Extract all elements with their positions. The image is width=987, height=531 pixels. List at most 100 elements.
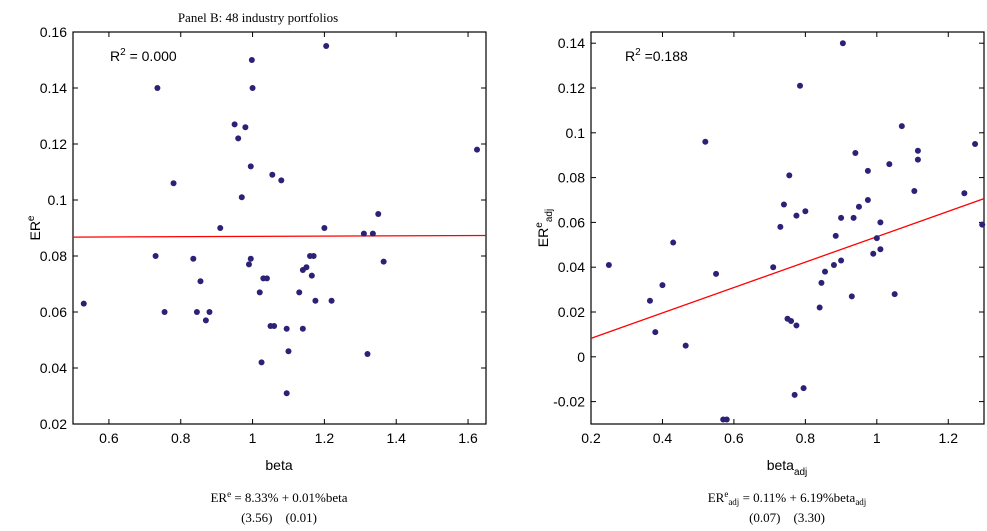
scatter-point	[283, 325, 290, 332]
scatter-point	[193, 309, 200, 315]
y-tick-label: 0.14	[558, 35, 585, 51]
scatter-point	[886, 161, 893, 168]
left-r2-label: R2 = 0.000	[110, 47, 177, 64]
y-tick-label: 0.08	[40, 248, 67, 264]
scatter-point	[786, 172, 793, 179]
y-tick-label: 0.1	[48, 192, 68, 208]
x-tick-label: 0.2	[581, 430, 601, 446]
scatter-point	[375, 211, 382, 217]
scatter-point	[190, 255, 197, 262]
x-tick-label: 0.8	[796, 430, 816, 446]
y-tick-label: 0.14	[40, 80, 67, 96]
scatter-point	[258, 359, 265, 366]
scatter-point	[670, 239, 677, 246]
scatter-point	[873, 235, 880, 242]
scatter-point	[278, 177, 285, 184]
scatter-point	[217, 225, 224, 231]
scatter-point	[197, 278, 204, 285]
scatter-point	[816, 304, 823, 311]
scatter-point	[838, 257, 845, 264]
left-fit-line	[72, 234, 487, 238]
scatter-point	[80, 300, 87, 307]
scatter-point	[256, 289, 263, 296]
scatter-point	[312, 297, 319, 304]
scatter-point	[238, 194, 245, 201]
scatter-point	[321, 225, 328, 231]
scatter-point	[713, 270, 720, 277]
y-tick-label: 0.04	[558, 259, 585, 275]
scatter-point	[652, 329, 659, 336]
right-fit-line	[590, 198, 985, 339]
y-tick-label: 0.12	[558, 80, 585, 96]
scatter-point	[328, 297, 335, 304]
scatter-point	[283, 390, 290, 397]
scatter-point	[877, 246, 884, 253]
scatter-point	[369, 230, 376, 237]
left-t-statistics: (3.56) (0.01)	[241, 510, 317, 525]
y-tick-label: 0.16	[40, 24, 67, 40]
left-y-axis-label: ERe	[26, 215, 43, 240]
scatter-point	[242, 124, 249, 131]
right-regression-equation: EReadj = 0.11% + 6.19%betaadj	[708, 489, 867, 507]
left-scatter-panel: 0.6 0.8 1 1.2 1.4 1.6 0.02 0.04 0.06 0.08 0.1 0.12 0…	[26, 24, 487, 525]
scatter-point	[247, 255, 254, 262]
scatter-point	[797, 82, 804, 89]
right-r2-label: R2 =0.188	[625, 47, 688, 64]
scatter-point	[822, 268, 829, 275]
scatter-point	[249, 85, 256, 91]
left-axis-ticks: 0.6 0.8 1 1.2 1.4 1.6 0.02 0.04 0.06 0.08 0.1 0.12 0…	[40, 24, 486, 446]
scatter-point	[231, 121, 238, 128]
scatter-point	[303, 264, 310, 271]
scatter-point	[299, 325, 306, 332]
scatter-point	[263, 275, 270, 282]
x-tick-label: 0.4	[653, 430, 673, 446]
scatter-point	[898, 123, 905, 130]
figure-title: Panel B: 48 industry portfolios	[178, 10, 338, 25]
x-tick-label: 1	[249, 430, 257, 446]
scatter-point	[850, 214, 857, 221]
scatter-point	[247, 163, 254, 170]
y-tick-label: 0.02	[40, 416, 67, 432]
scatter-point	[380, 258, 387, 265]
scatter-point	[793, 212, 800, 219]
x-tick-label: 0.6	[724, 430, 744, 446]
x-tick-label: 1.6	[458, 430, 478, 446]
scatter-point	[308, 272, 315, 279]
scatter-point	[682, 342, 689, 349]
scatter-point	[852, 149, 859, 156]
scatter-point	[793, 322, 800, 329]
scatter-point	[972, 141, 979, 147]
right-t-statistics: (0.07) (3.30)	[749, 510, 825, 525]
left-x-axis-label: beta	[265, 457, 292, 473]
scatter-point	[605, 261, 612, 268]
y-tick-label: 0	[577, 349, 585, 365]
left-scatter-points	[80, 43, 481, 397]
x-tick-label: 1.4	[386, 430, 406, 446]
right-plot-frame	[590, 31, 985, 425]
scatter-point	[777, 223, 784, 230]
scatter-point	[248, 57, 255, 63]
scatter-point	[310, 253, 317, 259]
scatter-point	[152, 253, 159, 259]
right-y-axis-label: EReadj	[534, 209, 555, 247]
scatter-point	[870, 250, 877, 257]
scatter-point	[877, 219, 884, 226]
scatter-point	[723, 416, 730, 423]
scatter-point	[914, 156, 921, 163]
y-tick-label: 0.12	[40, 136, 67, 152]
scatter-point	[838, 214, 845, 221]
scatter-point	[802, 208, 809, 215]
scatter-point	[830, 261, 837, 268]
scatter-point	[791, 391, 798, 398]
scatter-point	[818, 279, 825, 286]
scatter-point	[864, 167, 871, 174]
right-x-axis-label: betaadj	[767, 457, 808, 478]
scatter-point	[323, 43, 330, 49]
y-tick-label: 0.04	[40, 360, 67, 376]
scatter-point	[864, 197, 871, 203]
scatter-point	[360, 230, 367, 237]
left-plot-frame	[72, 31, 487, 425]
right-scatter-points	[605, 40, 986, 423]
y-tick-label: 0.1	[566, 125, 586, 141]
scatter-point	[170, 180, 177, 187]
